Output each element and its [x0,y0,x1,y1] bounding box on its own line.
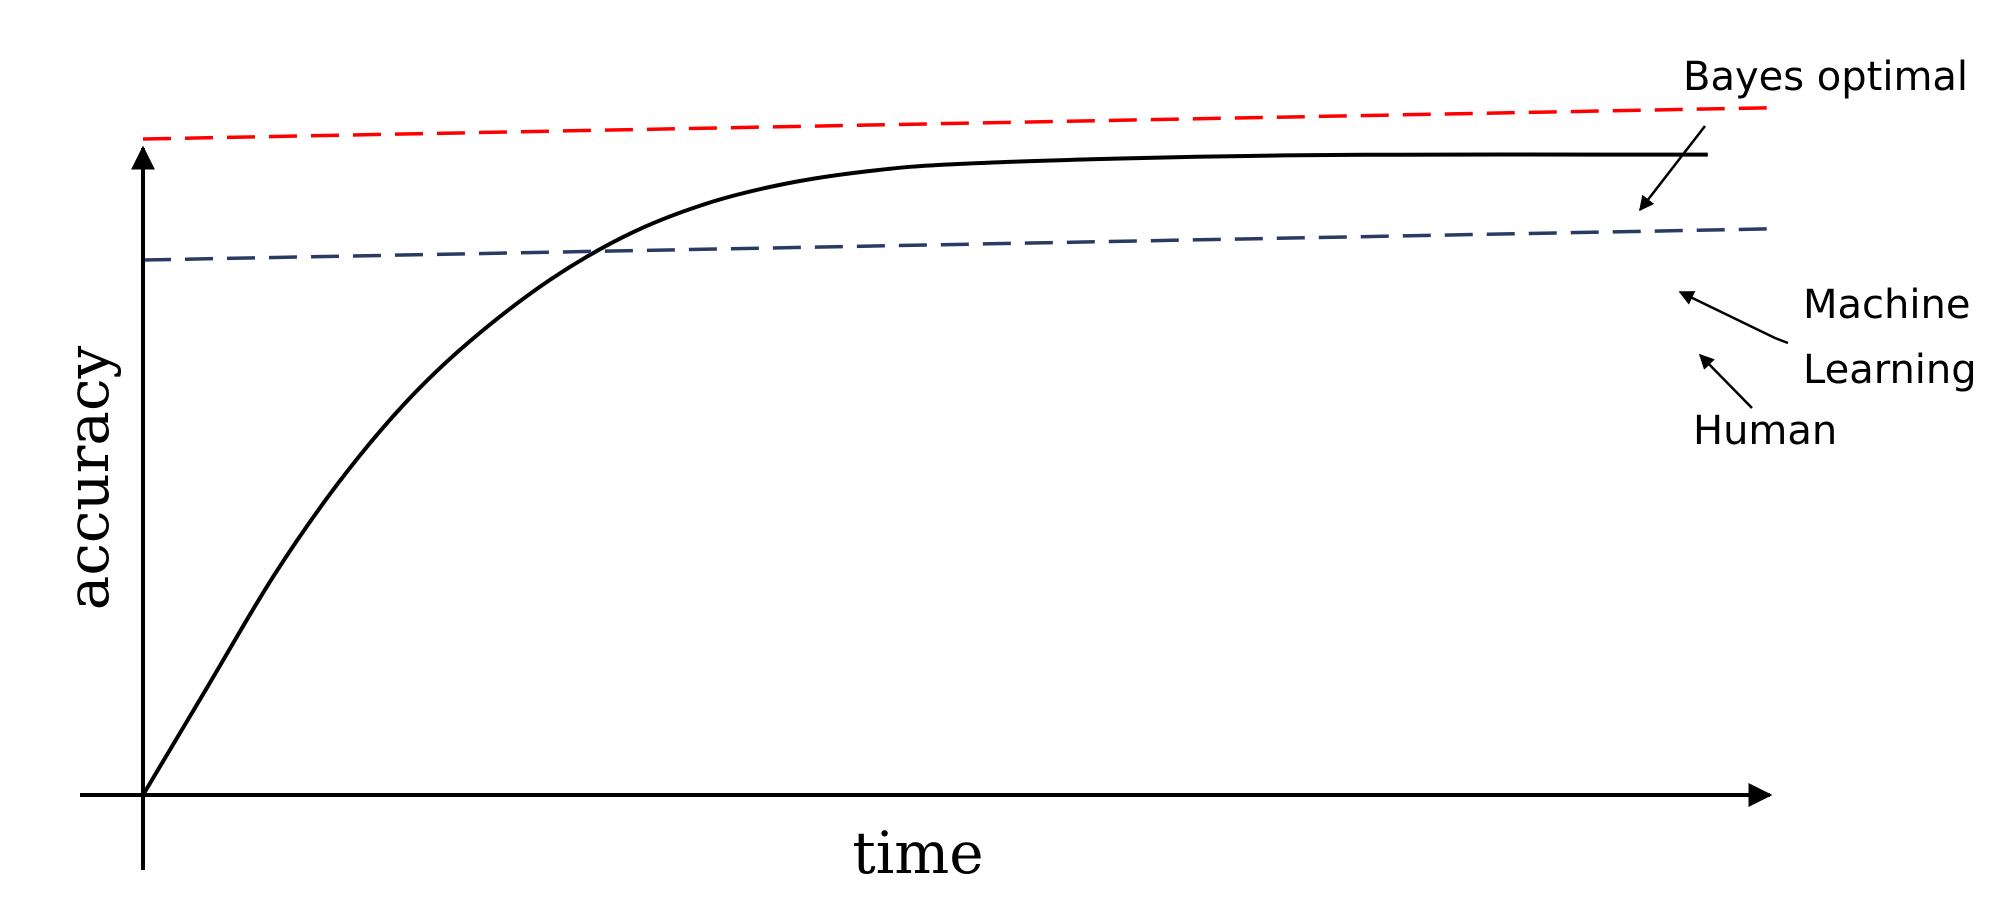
human-arrow [1698,353,1753,409]
plot-area [141,105,1774,797]
human-performance-line [142,227,1774,262]
human-label: Human [1693,408,1837,454]
x-axis-title: time [852,819,983,887]
machine-learning-curve [141,152,1708,797]
bayes-optimal-line [142,105,1774,141]
machine-learning-connector [1774,336,1789,345]
bayes-optimal-label: Bayes optimal [1683,54,1968,100]
machine-learning-arrow [1678,290,1776,340]
machine-learning-label-line1: Machine [1803,282,1970,328]
machine-learning-label-line2: Learning [1803,347,1977,393]
bayes-optimal-arrow [1639,125,1706,212]
y-axis-title: accuracy [54,346,122,611]
